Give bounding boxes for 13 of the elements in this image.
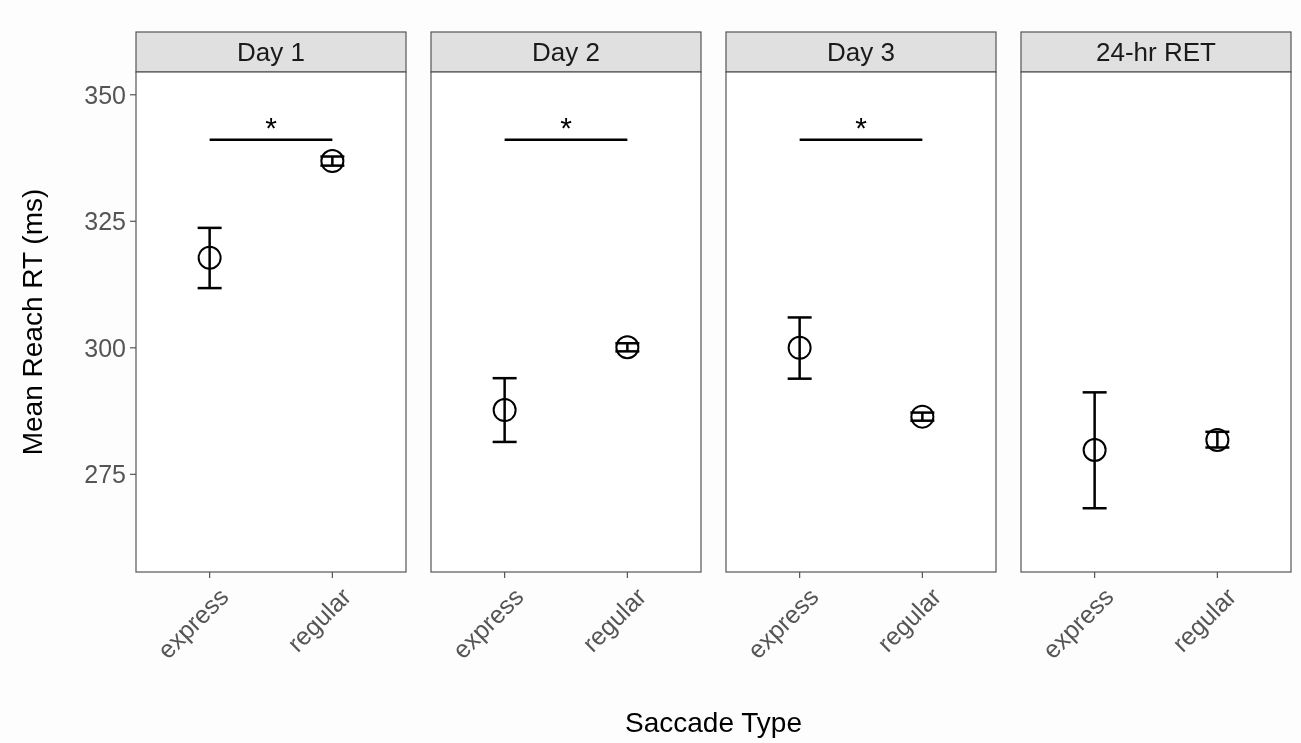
chart-title: 24-hr RET <box>1096 37 1217 67</box>
annotation: * <box>265 110 278 144</box>
annotation: * <box>560 110 573 144</box>
y-tick-label: 350 <box>84 80 126 109</box>
annotation: * <box>855 110 868 144</box>
chart-title: Day 2 <box>532 37 600 67</box>
chart-title: Day 1 <box>237 37 305 67</box>
chart-title: Day 3 <box>827 37 895 67</box>
y-axis-title: Mean Reach RT (ms) <box>17 188 48 456</box>
y-tick-label: 275 <box>84 460 126 489</box>
y-tick-label: 300 <box>84 333 126 362</box>
x-axis-title: Saccade Type <box>625 707 802 738</box>
y-tick-label: 325 <box>84 207 126 236</box>
